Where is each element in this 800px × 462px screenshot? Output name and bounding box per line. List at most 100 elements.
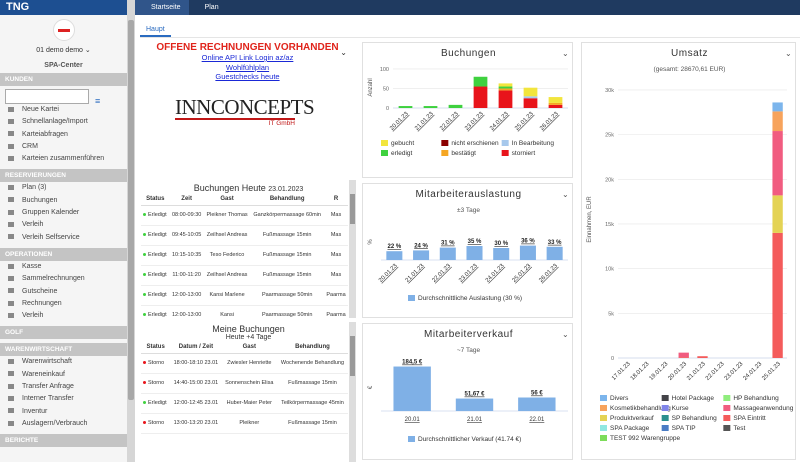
row: Erledigt 09:45-10:05 Zeilhsel Andreas Fußma… xyxy=(141,225,348,246)
bar-segment xyxy=(697,356,708,358)
row: Erledigt 08:00-09:30 Pleikner Thomas Ganzkö… xyxy=(141,205,348,226)
chevron[interactable]: ⌄ xyxy=(340,48,347,57)
list-icon: ≡ xyxy=(95,96,101,106)
menu-item[interactable]: Verleih xyxy=(0,219,127,231)
icon xyxy=(8,222,14,228)
link[interactable]: Guestchecks heute xyxy=(215,72,280,81)
menu-item[interactable]: Warenwirtschaft xyxy=(0,356,127,368)
tab[interactable]: Plan xyxy=(204,4,219,11)
value-label: 22 % xyxy=(388,244,402,250)
menu-item[interactable]: Plan (3) xyxy=(0,182,127,194)
search-input[interactable] xyxy=(5,89,89,104)
chart-title: Umsatz xyxy=(671,48,708,59)
menu-item[interactable]: Inventur xyxy=(0,406,127,418)
menu-item[interactable]: Karteien zusammenführen xyxy=(0,153,127,165)
status-dot xyxy=(143,421,146,425)
cell-text: Erledigt xyxy=(148,312,167,318)
cell-text: Fußmassage 15min xyxy=(262,252,312,259)
cell: Erledigt xyxy=(141,225,170,246)
cell-text: Paarma xyxy=(326,292,346,299)
menu-item[interactable]: CRM xyxy=(0,141,127,153)
x-tick-label: 21.01 xyxy=(467,417,483,423)
row: Erledigt 12:00-12:45 23.01 Huber-Maier Pet… xyxy=(141,393,348,414)
cell-text: Fußmassage 15min xyxy=(262,272,312,279)
tab[interactable]: Startseite xyxy=(135,0,189,15)
cell: Fußmassage 15min xyxy=(250,245,325,266)
scrollbar[interactable] xyxy=(127,0,135,462)
bar-segment xyxy=(548,102,563,105)
menu-item[interactable]: Auslagern/Verbrauch xyxy=(0,418,127,430)
cell-text: Storno xyxy=(148,380,165,387)
icon xyxy=(8,106,14,112)
cell-text: Paarma xyxy=(326,312,346,318)
menu-item[interactable]: Verleih Selfservice xyxy=(0,232,127,244)
legend-swatch xyxy=(381,150,388,156)
mine-card: Meine Buchungen Heute +4 Tage Status Datu… xyxy=(141,322,356,462)
menu-item[interactable]: Interner Transfer xyxy=(0,393,127,405)
cell: 08:00-09:30 xyxy=(169,205,204,226)
legend-swatch xyxy=(661,425,669,431)
cell: Fußmassage 15min xyxy=(276,373,348,394)
cell-text: Paarmassage 50min xyxy=(261,312,313,318)
menu-label: Gutscheine xyxy=(22,287,58,295)
menu-item[interactable]: Verleih xyxy=(0,310,127,322)
legend-swatch xyxy=(661,415,669,421)
chevron: ⌄ xyxy=(785,49,792,58)
user[interactable]: 01 demo demo ⌄ xyxy=(36,47,91,54)
menu-item[interactable]: Kasse xyxy=(0,261,127,273)
section-header: KUNDEN xyxy=(0,73,127,86)
link[interactable]: Online API Link Login az/az xyxy=(201,53,294,62)
link[interactable]: Wohlfühlplan xyxy=(225,62,270,72)
cell: Paarma xyxy=(324,285,348,306)
column-header: Zeit xyxy=(169,193,204,206)
links: Online API Link Login az/az Wohlfühlplan G… xyxy=(140,53,355,82)
x-tick-label: 21.01.23 xyxy=(405,263,426,284)
subtab[interactable]: Haupt xyxy=(140,24,171,37)
menu-item[interactable]: Buchungen xyxy=(0,195,127,207)
x-tick-label: 20.01.23 xyxy=(378,263,399,284)
chart-card: Buchungen ⌄ Anzahl 0 50 100 20.01.23 21.01.23 22… xyxy=(362,42,573,178)
menu-item[interactable]: Sammelrechnungen xyxy=(0,273,127,285)
top-nav: Startseite Plan xyxy=(135,0,800,15)
bar-segment xyxy=(772,195,783,233)
value-label: 33 % xyxy=(548,240,562,246)
x-tick-label: 24.01.23 xyxy=(485,263,506,284)
menu-label: Karteien zusammenführen xyxy=(22,155,105,163)
menu-item[interactable]: Gutscheine xyxy=(0,286,127,298)
cell: Zeilhsel Andreas xyxy=(203,225,251,246)
logo: INNCONCEPTS IT GmbH xyxy=(175,96,325,127)
legend-swatch xyxy=(723,425,731,431)
cell-text: Pleikner xyxy=(239,420,260,427)
menu-item[interactable]: Gruppen Kalender xyxy=(0,207,127,219)
menu-item[interactable]: Rechnungen xyxy=(0,298,127,310)
menu-item[interactable]: Neue Kartei xyxy=(0,104,127,116)
icon xyxy=(8,143,14,149)
cell-text: 12:00-13:00 xyxy=(171,312,202,318)
y-tick-label: 30k xyxy=(605,88,614,94)
table-scrollbar[interactable] xyxy=(349,322,356,462)
menu-item[interactable]: Schnellanlage/Import xyxy=(0,116,127,128)
today-card: Buchungen Heute 23.01.2023 Status Zeit Gas… xyxy=(141,180,356,318)
icon xyxy=(8,300,14,306)
cell-text: Erledigt xyxy=(148,400,167,407)
menu-item[interactable]: Wareneinkauf xyxy=(0,369,127,381)
menu-item[interactable]: Transfer Anfrage xyxy=(0,381,127,393)
brand: TNG xyxy=(0,0,127,15)
search[interactable]: ≡ xyxy=(0,86,127,106)
legend-label: nicht erschienen xyxy=(451,140,499,147)
table-scrollbar[interactable] xyxy=(349,180,356,318)
bar-segment xyxy=(678,352,689,358)
chart-title: Mitarbeiterauslastung xyxy=(415,189,521,200)
cell: Pleikner xyxy=(221,413,277,434)
avatar xyxy=(52,19,75,41)
menu-label: Verleih xyxy=(22,221,44,229)
bar xyxy=(518,397,556,411)
cell-text: Wochenende Behandlung xyxy=(280,360,345,367)
mine-title: Meine Buchungen xyxy=(212,324,285,334)
legend-label: Kurse xyxy=(672,405,689,412)
legend-swatch xyxy=(723,405,731,411)
legend-swatch xyxy=(408,295,415,301)
section-header: OPERATIONEN xyxy=(0,247,127,261)
menu-item[interactable]: Karteiabfragen xyxy=(0,129,127,141)
chart-title: Buchungen xyxy=(441,48,496,59)
